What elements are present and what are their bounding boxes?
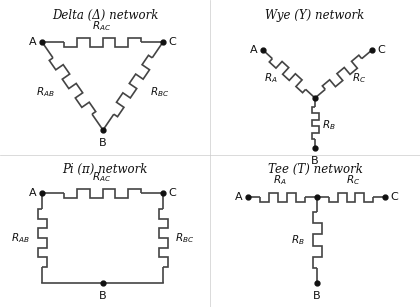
Text: $R_{AB}$: $R_{AB}$ xyxy=(36,85,55,99)
Text: $R_{AC}$: $R_{AC}$ xyxy=(92,19,112,33)
Text: A: A xyxy=(29,188,37,198)
Text: C: C xyxy=(168,188,176,198)
Text: Wye (Y) network: Wye (Y) network xyxy=(265,9,365,22)
Text: $R_C$: $R_C$ xyxy=(352,71,366,85)
Text: $R_{BC}$: $R_{BC}$ xyxy=(150,85,169,99)
Text: $R_A$: $R_A$ xyxy=(273,173,287,187)
Text: $R_{AC}$: $R_{AC}$ xyxy=(92,170,112,184)
Text: $R_C$: $R_C$ xyxy=(346,173,360,187)
Text: $R_{BC}$: $R_{BC}$ xyxy=(175,231,194,245)
Text: C: C xyxy=(377,45,385,55)
Text: $R_{AB}$: $R_{AB}$ xyxy=(11,231,30,245)
Text: B: B xyxy=(99,291,107,301)
Text: $R_B$: $R_B$ xyxy=(322,118,336,132)
Text: A: A xyxy=(29,37,37,47)
Text: B: B xyxy=(311,156,319,166)
Text: B: B xyxy=(313,291,321,301)
Text: $R_B$: $R_B$ xyxy=(291,233,305,247)
Text: B: B xyxy=(99,138,107,148)
Text: Pi (π) network: Pi (π) network xyxy=(62,163,148,176)
Text: C: C xyxy=(390,192,398,202)
Text: A: A xyxy=(250,45,258,55)
Text: $R_A$: $R_A$ xyxy=(264,71,278,85)
Text: A: A xyxy=(235,192,243,202)
Text: Delta (Δ) network: Delta (Δ) network xyxy=(52,9,158,22)
Text: Tee (T) network: Tee (T) network xyxy=(268,163,362,176)
Text: C: C xyxy=(168,37,176,47)
